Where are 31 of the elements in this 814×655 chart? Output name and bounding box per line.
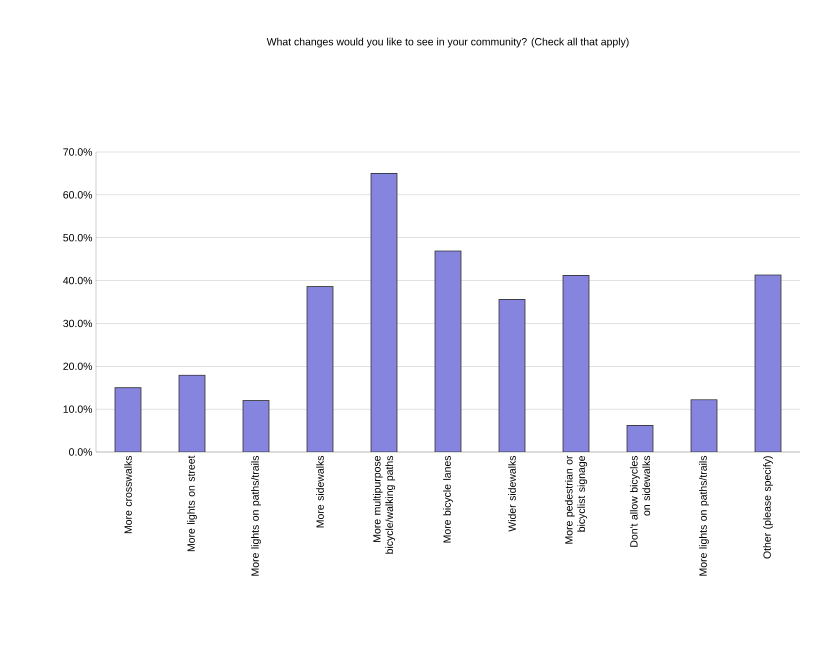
x-tick-label: More lights on paths/trails [699, 456, 709, 576]
x-tick-label: Wider sidewalks [508, 456, 516, 532]
x-tick-label: More sidewalks [316, 456, 324, 528]
x-tick-label: More lights on street [187, 456, 197, 552]
bar [626, 425, 654, 452]
y-tick-label: 60.0% [63, 191, 92, 199]
bar [370, 173, 398, 452]
bar [754, 274, 782, 452]
bar [242, 400, 270, 452]
bar [306, 286, 334, 452]
y-tick-label: 70.0% [63, 148, 92, 156]
y-tick-label: 20.0% [63, 362, 92, 370]
y-tick-label: 50.0% [63, 234, 92, 242]
x-tick-label: More lights on paths/trails [251, 456, 261, 576]
bar [114, 387, 142, 452]
y-tick-label: 30.0% [63, 320, 92, 328]
y-tick-label: 10.0% [64, 405, 92, 413]
x-tick-label: Don't allow bicycles on sidewalks [630, 456, 650, 547]
y-tick-label: 40.0% [63, 276, 92, 284]
x-tick-label: Other (please specify) [763, 456, 773, 559]
x-tick-label: More bicycle lanes [443, 456, 453, 542]
y-tick-label: 0.0% [69, 448, 92, 456]
x-tick-label: More crosswalks [124, 456, 132, 534]
bar [498, 299, 526, 452]
chart-title: What changes would you like to see in your community? (Check all that apply) [266, 38, 629, 48]
x-tick-label: More multipurpose bicycle/walking paths [372, 456, 396, 554]
x-tick-label: More pedestrian or bicyclist signage [564, 456, 588, 544]
bar [178, 374, 206, 452]
bar [562, 275, 590, 452]
bar [690, 399, 718, 452]
bar [434, 250, 462, 452]
